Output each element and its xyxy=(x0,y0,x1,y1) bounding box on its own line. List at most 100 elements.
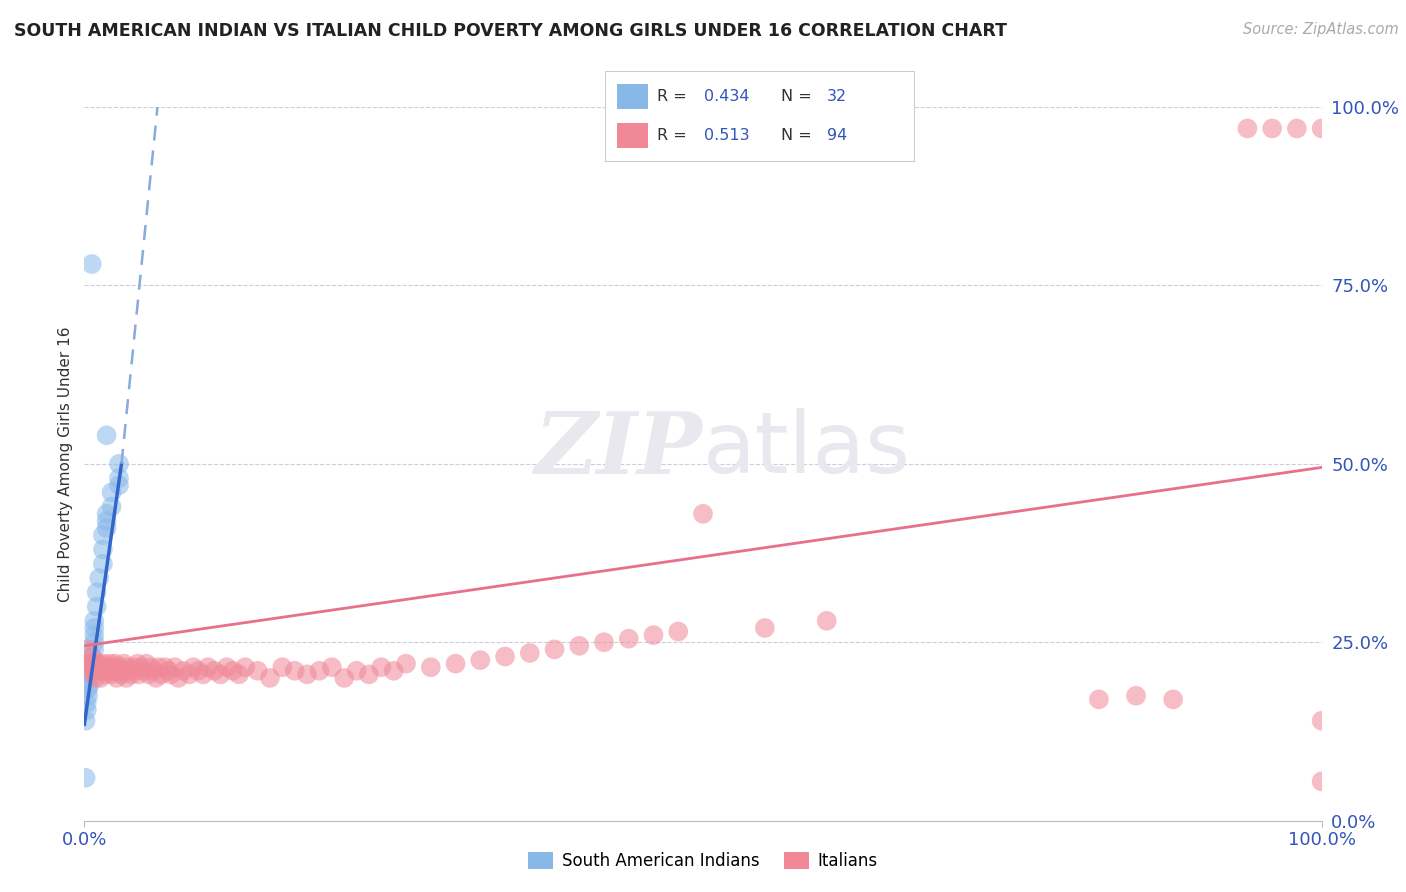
Point xyxy=(83,642,105,657)
Point xyxy=(157,664,180,678)
Point xyxy=(1310,121,1333,136)
Point xyxy=(284,664,307,678)
Point xyxy=(83,657,105,671)
Point xyxy=(77,681,100,696)
Text: 0.434: 0.434 xyxy=(703,89,749,103)
Point xyxy=(692,507,714,521)
Point xyxy=(163,660,186,674)
Point xyxy=(79,664,101,678)
Point xyxy=(129,660,152,674)
Point xyxy=(357,667,380,681)
Text: N =: N = xyxy=(780,89,817,103)
Point xyxy=(215,660,238,674)
Point xyxy=(593,635,616,649)
Point xyxy=(138,667,160,681)
Point xyxy=(271,660,294,674)
Point xyxy=(100,485,122,500)
Point xyxy=(120,667,142,681)
Point xyxy=(79,657,101,671)
Point xyxy=(83,621,105,635)
Point xyxy=(141,660,163,674)
Point xyxy=(815,614,838,628)
Point xyxy=(568,639,591,653)
Point xyxy=(91,542,114,557)
Text: R =: R = xyxy=(657,128,692,143)
Point xyxy=(1088,692,1111,706)
Point xyxy=(160,667,183,681)
Point xyxy=(1236,121,1258,136)
Point xyxy=(246,664,269,678)
Text: Source: ZipAtlas.com: Source: ZipAtlas.com xyxy=(1243,22,1399,37)
Point xyxy=(96,521,118,535)
Point xyxy=(259,671,281,685)
Point xyxy=(395,657,418,671)
Point xyxy=(148,660,170,674)
Point xyxy=(179,667,201,681)
Point xyxy=(107,664,129,678)
Point xyxy=(100,667,122,681)
Text: SOUTH AMERICAN INDIAN VS ITALIAN CHILD POVERTY AMONG GIRLS UNDER 16 CORRELATION : SOUTH AMERICAN INDIAN VS ITALIAN CHILD P… xyxy=(14,22,1007,40)
Point xyxy=(98,657,121,671)
Point xyxy=(86,657,108,671)
Point xyxy=(233,660,256,674)
Point xyxy=(75,714,97,728)
Point xyxy=(87,664,110,678)
Point xyxy=(80,649,103,664)
Point xyxy=(83,635,105,649)
Point xyxy=(321,660,343,674)
Point xyxy=(187,664,209,678)
Point xyxy=(77,657,100,671)
Point xyxy=(79,671,101,685)
Text: atlas: atlas xyxy=(703,408,911,491)
Point xyxy=(666,624,689,639)
Point xyxy=(86,599,108,614)
Point xyxy=(96,514,118,528)
Text: 94: 94 xyxy=(827,128,848,143)
Point xyxy=(96,507,118,521)
Point xyxy=(370,660,392,674)
Point xyxy=(91,664,114,678)
Point xyxy=(79,678,101,692)
Point xyxy=(228,667,250,681)
Point xyxy=(80,657,103,671)
Point xyxy=(643,628,665,642)
Point xyxy=(77,689,100,703)
Text: N =: N = xyxy=(780,128,817,143)
Point xyxy=(76,696,98,710)
Point xyxy=(117,660,139,674)
Bar xyxy=(617,123,648,148)
Point xyxy=(222,664,245,678)
Point xyxy=(108,660,131,674)
Point xyxy=(519,646,541,660)
Point xyxy=(108,471,131,485)
Point xyxy=(104,657,127,671)
Point xyxy=(89,571,111,585)
Point xyxy=(115,671,138,685)
Point xyxy=(1310,714,1333,728)
Point xyxy=(128,667,150,681)
Point xyxy=(127,657,149,671)
Point xyxy=(94,667,117,681)
Text: 0.513: 0.513 xyxy=(703,128,749,143)
Point xyxy=(80,664,103,678)
Point xyxy=(75,771,97,785)
Legend: South American Indians, Italians: South American Indians, Italians xyxy=(522,845,884,877)
Point xyxy=(617,632,640,646)
Point xyxy=(191,667,214,681)
Text: ZIP: ZIP xyxy=(536,408,703,491)
Point xyxy=(145,671,167,685)
Point xyxy=(197,660,219,674)
Point xyxy=(153,660,176,674)
Text: 32: 32 xyxy=(827,89,848,103)
Point xyxy=(83,628,105,642)
Point xyxy=(209,667,232,681)
Point xyxy=(470,653,492,667)
Point xyxy=(172,664,194,678)
Point xyxy=(122,660,145,674)
Point xyxy=(419,660,441,674)
Point xyxy=(754,621,776,635)
Point xyxy=(103,664,125,678)
Point xyxy=(108,478,131,492)
Point xyxy=(89,657,111,671)
Point xyxy=(96,428,118,442)
